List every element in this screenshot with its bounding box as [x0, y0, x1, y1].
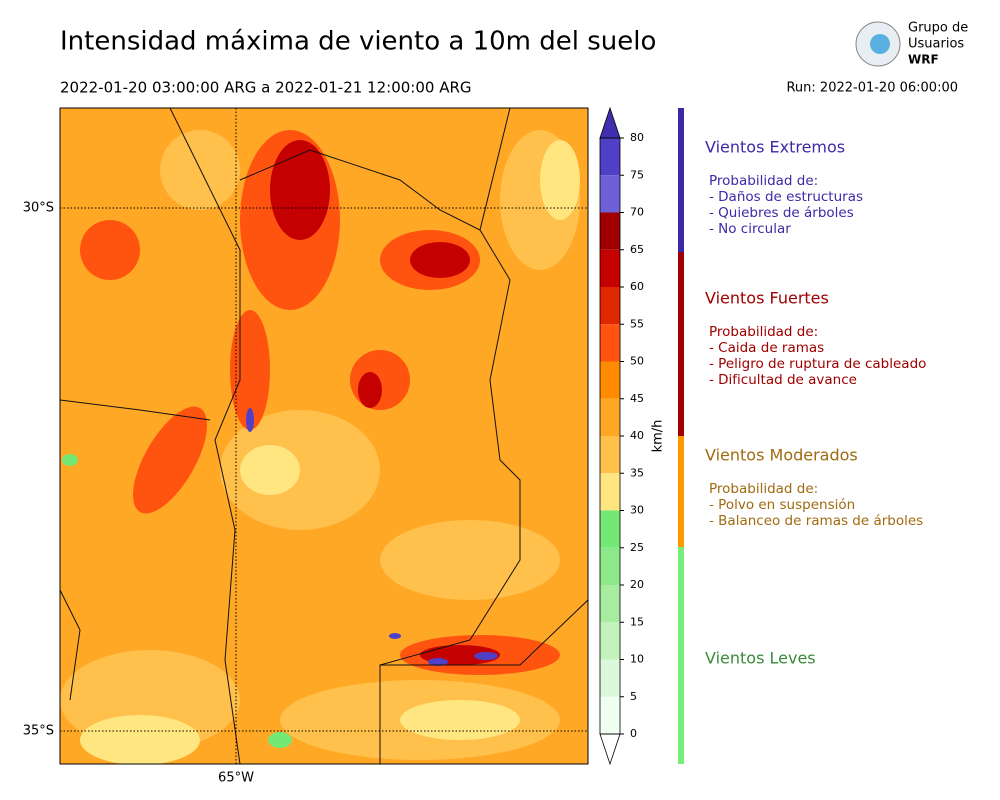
colorbar-tick-label: 70 — [630, 206, 644, 219]
colorbar-tick-label: 55 — [630, 317, 644, 330]
logo: Grupo de Usuarios WRF — [855, 21, 968, 67]
colorbar-tick-label: 5 — [630, 690, 637, 703]
colorbar-tick-label: 65 — [630, 243, 644, 256]
colorbar-tick-label: 50 — [630, 355, 644, 368]
colorbar-extend-top — [599, 106, 621, 139]
colorbar-band — [600, 659, 620, 697]
colorbar-band — [600, 175, 620, 213]
colorbar-label: km/h — [651, 420, 666, 453]
colorbar-band — [600, 287, 620, 325]
colorbar-tick-label: 20 — [630, 578, 644, 591]
run: Run: 2022-01-20 06:00:00 — [786, 81, 958, 96]
colorbar-tick-label: 10 — [630, 653, 644, 666]
colorbar-tick-label: 15 — [630, 615, 644, 628]
logo-storm — [870, 34, 890, 54]
map — [60, 108, 588, 764]
category-line: - Dificultad de avance — [709, 372, 857, 388]
logo-text: WRF — [908, 53, 939, 67]
category-line: Probabilidad de: — [709, 481, 818, 497]
lat-label: 35°S — [23, 724, 54, 739]
lon-label: 65°W — [218, 771, 254, 786]
category-title: Vientos Extremos — [705, 138, 845, 157]
category-line: - Peligro de ruptura de cableado — [709, 356, 926, 372]
category-line: Probabilidad de: — [709, 173, 818, 189]
category-bar — [678, 252, 684, 436]
colorbar-tick-label: 0 — [630, 727, 637, 740]
logo-text: Grupo de — [908, 21, 968, 36]
category-line: - Daños de estructuras — [709, 189, 863, 205]
colorbar-band — [600, 510, 620, 548]
category-line: - No circular — [709, 221, 791, 237]
colorbar-tick-label: 75 — [630, 168, 644, 181]
map-frame — [59, 107, 589, 765]
colorbar-tick-label: 40 — [630, 429, 644, 442]
colorbar-band — [600, 138, 620, 176]
colorbar-tick-label: 80 — [630, 131, 644, 144]
colorbar-tick-label: 35 — [630, 466, 644, 479]
category-bar — [678, 436, 684, 547]
category-title: Vientos Fuertes — [705, 289, 829, 308]
colorbar-frame — [599, 137, 621, 735]
colorbar-band — [600, 547, 620, 585]
colorbar-tick-label: 60 — [630, 280, 644, 293]
colorbar-band — [600, 696, 620, 734]
colorbar-band — [600, 436, 620, 474]
colorbar-band — [600, 473, 620, 511]
category-line: - Caida de ramas — [709, 340, 824, 356]
category-title: Vientos Leves — [705, 649, 816, 668]
colorbar-band — [600, 249, 620, 287]
lat-label: 30°S — [23, 201, 54, 216]
colorbar-tick-label: 25 — [630, 541, 644, 554]
category-bar — [678, 108, 684, 252]
category-line: - Balanceo de ramas de árboles — [709, 513, 923, 529]
colorbar-tick-label: 45 — [630, 392, 644, 405]
colorbar-band — [600, 361, 620, 399]
subtitle: 2022-01-20 03:00:00 ARG a 2022-01-21 12:… — [60, 79, 472, 97]
colorbar-band — [600, 324, 620, 362]
category-line: - Quiebres de árboles — [709, 205, 854, 221]
category-line: - Polvo en suspensión — [709, 497, 855, 513]
logo-text: Usuarios — [908, 37, 964, 52]
category-title: Vientos Moderados — [705, 446, 858, 465]
colorbar-extend-bottom — [599, 733, 621, 766]
colorbar-band — [600, 622, 620, 660]
colorbar-band — [600, 398, 620, 436]
colorbar-band — [600, 212, 620, 250]
title: Intensidad máxima de viento a 10m del su… — [60, 27, 656, 57]
category-bar — [678, 547, 684, 764]
colorbar-band — [600, 585, 620, 623]
colorbar-tick-label: 30 — [630, 504, 644, 517]
category-line: Probabilidad de: — [709, 324, 818, 340]
